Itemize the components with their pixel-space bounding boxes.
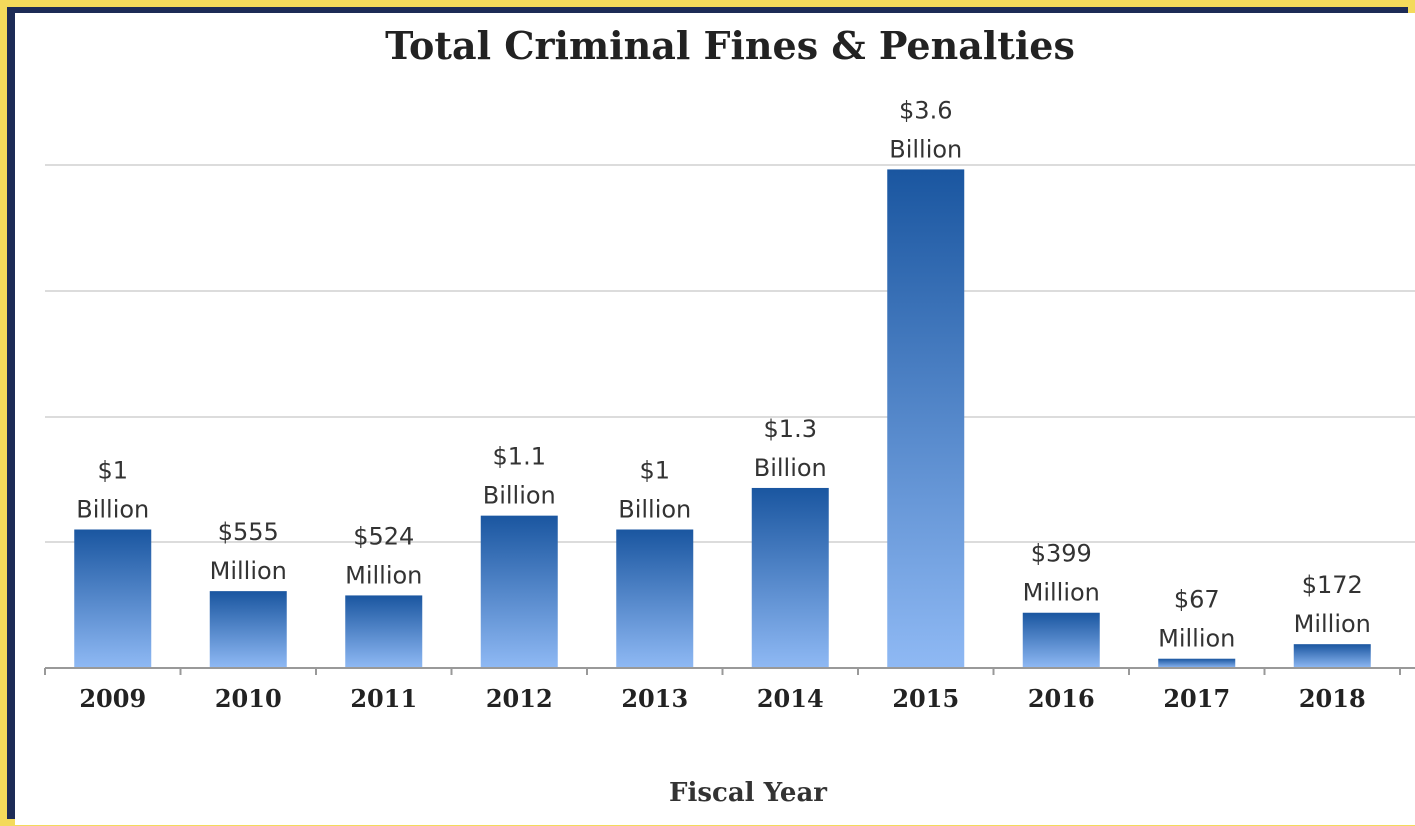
x-axis [44, 667, 1415, 675]
bar-2015 [887, 169, 965, 668]
x-tick-label: 2017 [1163, 684, 1230, 713]
x-tick-label: 2012 [486, 684, 553, 713]
data-label-2014: $1.3 Billion [754, 415, 827, 482]
data-label-2010: $555 Million [210, 518, 287, 585]
gridlines [45, 164, 1415, 543]
x-tick-label: 2011 [350, 684, 417, 713]
data-label-2015: $3.6 Billion [889, 96, 962, 163]
data-label-2017: $67 Million [1158, 586, 1235, 653]
chart-panel: Total Criminal Fines & Penalties 2009 201… [15, 13, 1415, 825]
bar-2014 [751, 487, 829, 668]
bar-2017 [1158, 658, 1236, 668]
x-tick-label: 2010 [215, 684, 282, 713]
data-label-2016: $399 Million [1023, 540, 1100, 607]
bar-2016 [1022, 612, 1100, 668]
bar-chart: Total Criminal Fines & Penalties 2009 201… [44, 23, 1415, 808]
x-tick-label: 2016 [1028, 684, 1095, 713]
x-tick-label: 2009 [79, 684, 146, 713]
bar-2009 [74, 529, 152, 668]
x-axis-label: Fiscal Year [669, 778, 827, 808]
data-label-2018: $172 Million [1294, 571, 1371, 638]
data-label-2012: $1.1 Billion [483, 443, 556, 510]
x-tick-label: 2018 [1299, 684, 1366, 713]
x-tick-label: 2015 [892, 684, 959, 713]
bar-2010 [209, 591, 287, 668]
bar-2013 [616, 529, 694, 668]
data-label-2011: $524 Million [345, 522, 422, 589]
x-tick-label: 2014 [757, 684, 824, 713]
bars [74, 169, 1371, 668]
data-label-2009: $1 Billion [76, 457, 149, 524]
bar-2012 [480, 515, 558, 668]
x-tick-label: 2013 [621, 684, 688, 713]
bar-2011 [345, 595, 423, 668]
data-labels: $1 Billion $555 Million $524 Million $1.1 Billi… [76, 96, 1371, 652]
data-label-2013: $1 Billion [618, 457, 691, 524]
bar-2018 [1293, 644, 1371, 668]
x-tick-labels: 2009 2010 2011 2012 2013 2014 2015 2016 2017 2018 [79, 684, 1365, 713]
chart-title: Total Criminal Fines & Penalties [385, 23, 1075, 68]
